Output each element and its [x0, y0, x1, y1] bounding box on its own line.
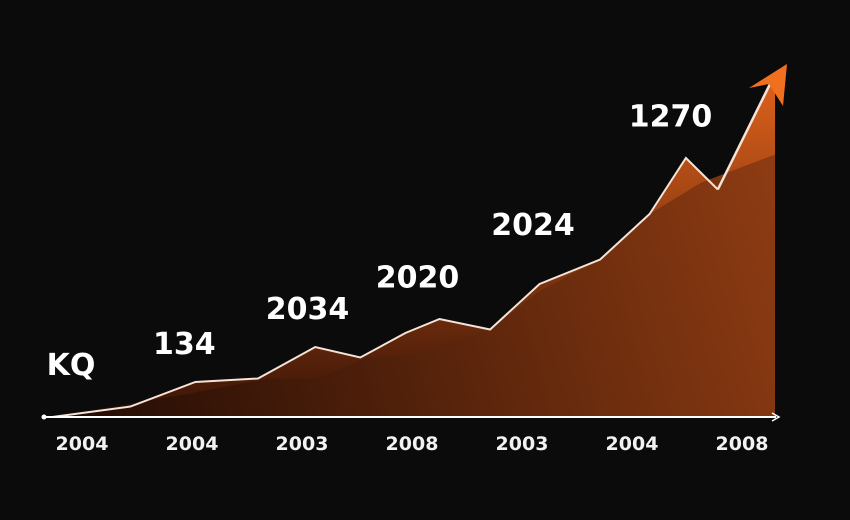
trend-arrow-icon — [749, 64, 787, 106]
axis-arrow-icon — [771, 412, 781, 422]
x-tick-label: 2008 — [716, 433, 769, 455]
data-annotation: 2034 — [266, 292, 350, 327]
x-tick-label: 2004 — [166, 433, 219, 455]
data-annotation: 2020 — [376, 261, 460, 296]
x-tick-label: 2004 — [56, 433, 109, 455]
x-tick-label: 2003 — [276, 433, 329, 455]
data-annotation: KQ — [47, 348, 96, 383]
x-tick-label: 2008 — [386, 433, 439, 455]
axis-origin-dot — [41, 414, 47, 420]
series-1-line — [52, 156, 719, 418]
x-tick-label: 2004 — [606, 433, 659, 455]
series-1-final-segment — [716, 73, 777, 191]
data-annotation: 134 — [153, 327, 216, 362]
data-annotation: 2024 — [491, 208, 575, 243]
series-2-area — [52, 154, 776, 417]
data-annotation: 1270 — [629, 100, 713, 135]
x-tick-label: 2003 — [496, 433, 549, 455]
